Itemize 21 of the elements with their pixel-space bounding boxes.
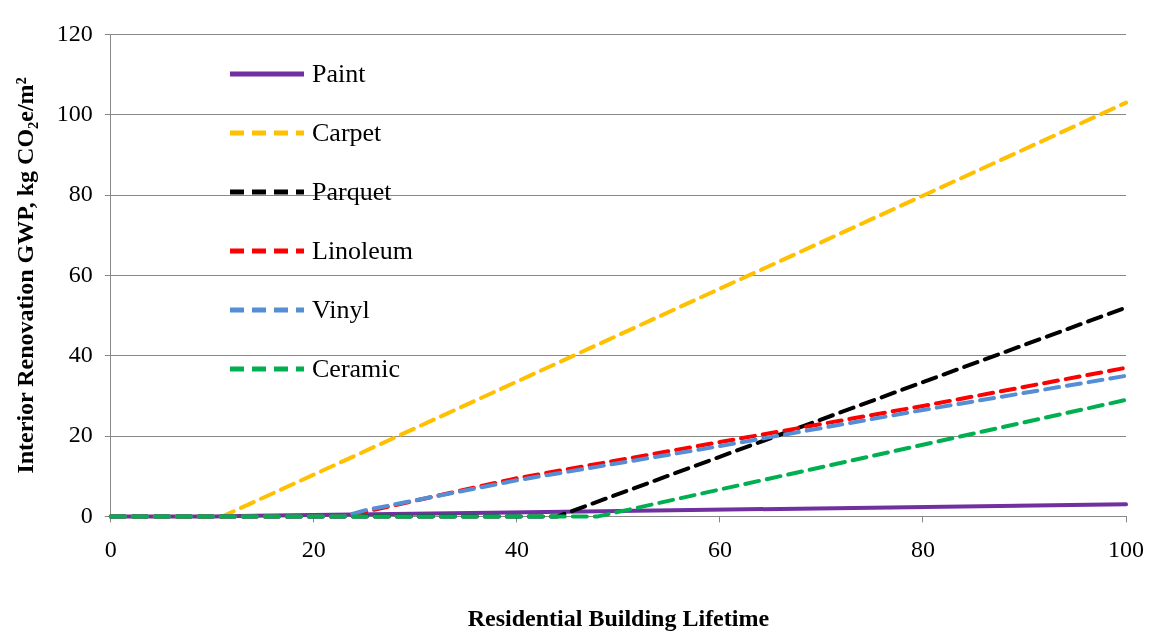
y-tick-label: 80 (68, 180, 93, 207)
y-tick-label: 60 (68, 260, 93, 287)
legend-label: Paint (312, 58, 366, 89)
x-tick-label: 0 (104, 536, 117, 563)
legend-label: Parquet (312, 176, 392, 207)
legend-label: Ceramic (312, 353, 401, 384)
x-axis-title: Residential Building Lifetime (467, 604, 770, 631)
y-tick-label: 40 (68, 341, 93, 368)
x-tick-label: 40 (504, 536, 529, 563)
x-tick-label: 80 (910, 536, 935, 563)
y-tick-label: 0 (80, 501, 93, 528)
y-tick-label: 100 (56, 100, 93, 127)
x-tick-label: 60 (707, 536, 732, 563)
y-tick-label: 20 (68, 421, 93, 448)
legend-label: Linoleum (312, 235, 414, 266)
legend-label: Carpet (312, 117, 382, 148)
legend-label: Vinyl (312, 294, 370, 325)
x-tick-label: 100 (1108, 536, 1144, 563)
x-tick-label: 20 (301, 536, 326, 563)
y-axis-title: Interior Renovation GWP, kg CO₂e/m² (11, 77, 38, 474)
y-tick-label: 120 (56, 19, 93, 46)
